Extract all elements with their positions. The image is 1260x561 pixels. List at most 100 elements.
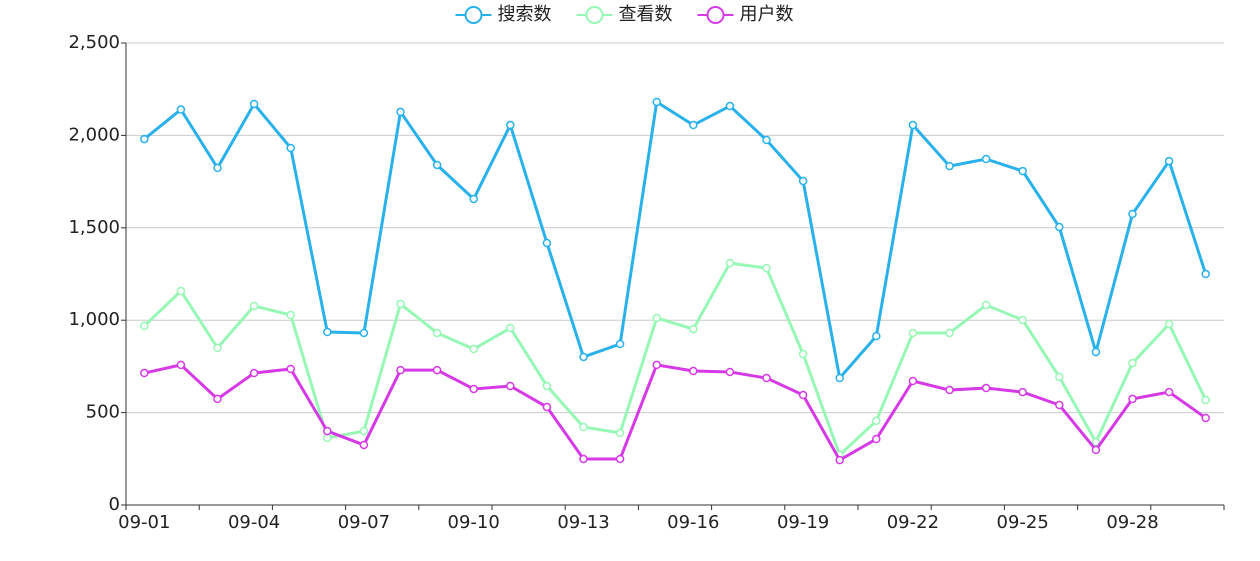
legend-item: 搜索数 xyxy=(455,4,552,25)
data-point xyxy=(213,163,222,173)
data-point xyxy=(835,373,844,383)
data-point xyxy=(286,310,295,320)
data-point xyxy=(1055,400,1064,410)
data-point xyxy=(286,143,295,153)
data-point xyxy=(652,360,661,370)
legend-label: 查看数 xyxy=(619,4,673,25)
data-point xyxy=(908,376,918,386)
data-point xyxy=(213,343,222,353)
data-point xyxy=(140,134,149,144)
data-point xyxy=(981,154,991,164)
data-point xyxy=(652,97,661,107)
data-point xyxy=(689,366,698,376)
series-line xyxy=(143,363,1207,463)
data-point xyxy=(1128,394,1137,404)
data-point xyxy=(725,367,735,377)
data-point xyxy=(323,426,332,436)
data-point xyxy=(1201,269,1210,279)
y-tick-label: 2,500 xyxy=(68,32,120,53)
data-point xyxy=(176,286,186,296)
data-point xyxy=(689,324,698,334)
data-point xyxy=(469,384,478,394)
data-point xyxy=(945,328,954,338)
data-point xyxy=(176,360,186,370)
data-point xyxy=(1128,209,1137,219)
data-point xyxy=(872,331,881,341)
data-point xyxy=(506,120,515,130)
data-point xyxy=(1055,222,1064,232)
x-tick-label: 09-07 xyxy=(338,512,390,533)
data-point xyxy=(1018,315,1027,325)
series-line xyxy=(143,99,1208,382)
data-point xyxy=(432,328,442,338)
data-point xyxy=(835,455,844,465)
data-point xyxy=(762,135,771,145)
data-point xyxy=(542,238,552,248)
data-point xyxy=(872,434,881,444)
y-tick-label: 0 xyxy=(109,494,120,515)
data-point xyxy=(432,365,442,375)
x-tick-label: 09-25 xyxy=(997,512,1049,533)
data-point xyxy=(1164,156,1174,166)
data-point xyxy=(506,381,515,391)
data-point xyxy=(981,300,991,310)
data-point xyxy=(359,440,369,450)
data-point xyxy=(469,344,478,354)
data-point xyxy=(213,394,222,404)
data-point xyxy=(1201,395,1210,405)
x-tick-label: 09-01 xyxy=(118,512,170,533)
data-point xyxy=(432,160,442,170)
x-tick-label: 09-16 xyxy=(667,512,719,533)
data-point xyxy=(981,383,991,393)
data-point xyxy=(908,328,918,338)
data-point xyxy=(249,301,259,311)
data-point xyxy=(249,368,259,378)
legend-item: 用户数 xyxy=(697,4,794,25)
data-point xyxy=(725,101,735,111)
data-point xyxy=(359,426,369,436)
data-point xyxy=(542,381,552,391)
data-point xyxy=(579,352,588,362)
data-point xyxy=(286,364,295,374)
data-point xyxy=(689,120,698,130)
data-point xyxy=(542,402,552,412)
data-point xyxy=(396,365,405,375)
data-point xyxy=(249,99,259,109)
data-point xyxy=(579,454,588,464)
x-tick-label: 09-19 xyxy=(777,512,829,533)
data-point xyxy=(1128,358,1137,368)
data-point xyxy=(725,258,735,268)
data-point xyxy=(762,373,771,383)
legend-marker xyxy=(585,6,604,24)
data-point xyxy=(1164,319,1174,329)
data-point xyxy=(1164,387,1174,397)
data-point xyxy=(1091,437,1101,447)
legend-marker xyxy=(706,6,725,24)
data-point xyxy=(615,428,625,438)
data-point xyxy=(615,339,625,349)
x-tick-label: 09-28 xyxy=(1106,512,1158,533)
data-point xyxy=(396,107,405,117)
data-point xyxy=(579,422,588,432)
data-point xyxy=(140,321,149,331)
data-point xyxy=(798,176,808,186)
y-tick-label: 2,000 xyxy=(68,124,120,145)
x-tick-label: 09-13 xyxy=(557,512,609,533)
data-point xyxy=(1055,372,1064,382)
data-point xyxy=(798,390,808,400)
data-point xyxy=(323,433,332,443)
legend-label: 用户数 xyxy=(740,4,794,25)
y-tick-label: 1,000 xyxy=(68,309,120,330)
y-tick-label: 1,500 xyxy=(68,217,120,238)
data-point xyxy=(1018,166,1027,176)
data-point xyxy=(140,368,149,378)
data-point xyxy=(798,349,808,359)
data-point xyxy=(872,416,881,426)
data-point xyxy=(323,327,332,337)
data-point xyxy=(1091,347,1101,357)
x-tick-label: 09-10 xyxy=(448,512,500,533)
x-tick-label: 09-22 xyxy=(887,512,939,533)
data-point xyxy=(1091,445,1101,455)
data-point xyxy=(652,313,661,323)
